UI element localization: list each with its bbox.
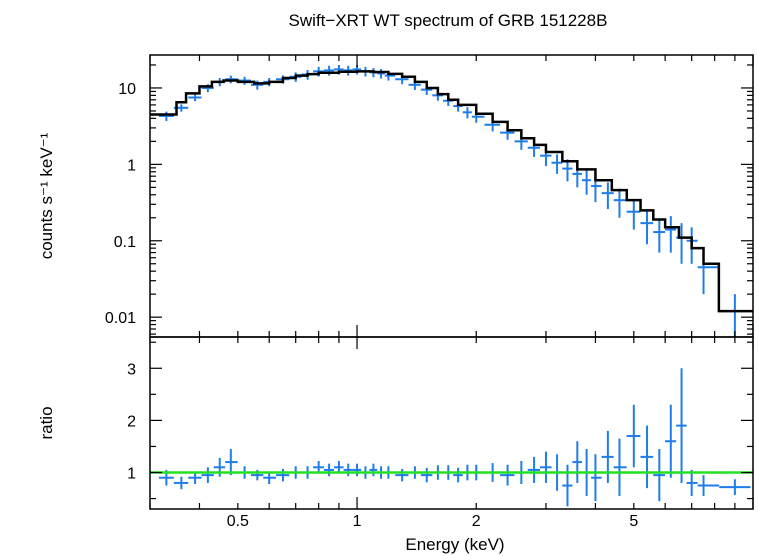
spectrum-plot-frame (149, 54, 754, 338)
ratio-plot-frame (149, 336, 754, 510)
x-tick-label: 5 (629, 513, 638, 530)
ratio-y-tick-label: 2 (127, 413, 136, 430)
x-tick-label: 2 (472, 513, 481, 530)
ratio-y-tick-label: 3 (127, 361, 136, 378)
ratio-y-axis-label: ratio (37, 406, 56, 439)
ratio-data (150, 368, 753, 507)
x-tick-label: 1 (353, 513, 362, 530)
spectrum-y-tick-label: 1 (127, 157, 136, 174)
spectrum-y-tick-label: 10 (118, 81, 136, 98)
x-tick-label: 0.5 (227, 513, 249, 530)
x-axis-label: Energy (keV) (405, 535, 504, 554)
spectrum-axis-ticks: 10 1 0.1 0.01 (105, 55, 754, 337)
model-step-line (150, 70, 753, 313)
spectrum-y-axis-label: counts s⁻¹ keV⁻¹ (37, 132, 56, 259)
spectrum-y-tick-label: 0.1 (114, 234, 136, 251)
chart-title: Swift−XRT WT spectrum of GRB 151228B (289, 11, 608, 30)
spectrum-panel: 10 1 0.1 0.01 (105, 54, 754, 338)
spectrum-y-tick-label: 0.01 (105, 310, 136, 327)
spectrum-data (150, 64, 753, 337)
ratio-y-tick-label: 1 (127, 466, 136, 483)
ratio-panel: 0.5 1 2 5 1 2 3 (127, 336, 754, 530)
